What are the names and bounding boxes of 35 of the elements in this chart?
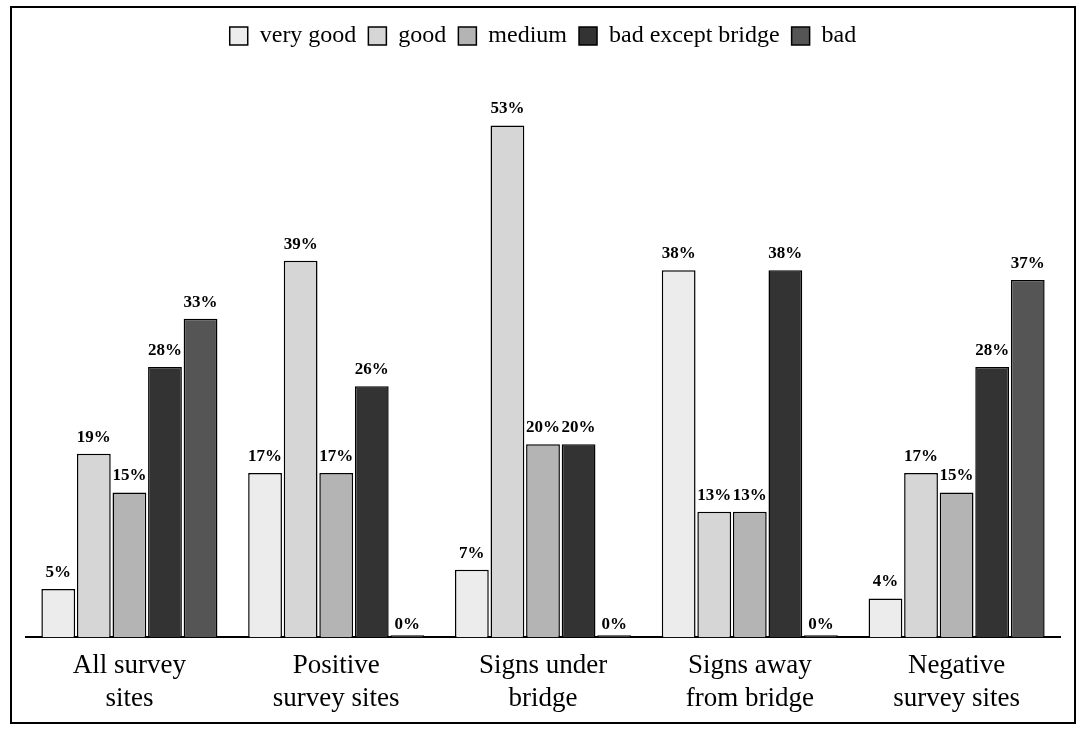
data-label: 13% (697, 484, 732, 504)
legend-label: bad except bridge (609, 21, 780, 48)
data-label: 17% (319, 445, 354, 465)
data-label: 20% (561, 417, 596, 437)
data-label: 13% (732, 484, 767, 504)
x-tick-label: Negative survey sites (893, 649, 1020, 712)
data-label: 39% (283, 233, 318, 253)
data-label: 7% (459, 542, 485, 562)
data-label: 20% (526, 417, 560, 437)
x-tick-label: Signs under bridge (478, 649, 608, 712)
data-label: 0% (808, 614, 834, 634)
data-label: 37% (1010, 252, 1045, 272)
data-label: 5% (45, 561, 72, 581)
data-label: 53% (490, 98, 525, 118)
data-label: 28% (147, 339, 182, 359)
x-tick-label: Signs away from bridge (685, 649, 814, 712)
x-tick-label: Positive survey sites (272, 649, 400, 712)
data-label: 0% (601, 614, 627, 634)
data-label: 4% (872, 571, 899, 591)
data-label: 15% (112, 465, 147, 485)
data-label: 19% (76, 426, 111, 446)
data-label: 15% (939, 465, 974, 485)
data-label: 26% (354, 359, 389, 379)
data-label: 17% (248, 445, 283, 465)
data-label: 33% (183, 291, 218, 311)
data-label: 17% (904, 445, 939, 465)
legend-label: good (398, 21, 447, 48)
data-label: 28% (975, 339, 1010, 359)
data-label: 38% (661, 243, 696, 263)
legend-label: very good (259, 21, 357, 48)
legend-label: bad (821, 21, 857, 48)
data-label: 0% (394, 614, 421, 634)
x-tick-label: All survey sites (72, 649, 187, 712)
legend-label: medium (488, 21, 568, 48)
data-label: 38% (768, 243, 803, 263)
